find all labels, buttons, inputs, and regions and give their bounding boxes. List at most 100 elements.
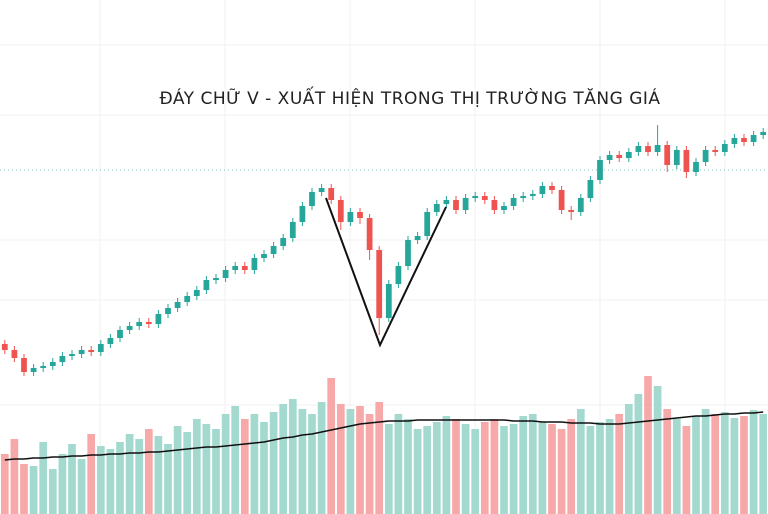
candle-body bbox=[606, 155, 613, 160]
candle-body bbox=[309, 192, 315, 206]
candle-body bbox=[59, 356, 66, 362]
volume-bar bbox=[461, 424, 470, 514]
volume-bar bbox=[48, 469, 57, 514]
candle-body bbox=[145, 322, 152, 324]
volume-bar bbox=[240, 419, 249, 514]
volume-bar bbox=[404, 419, 412, 514]
volume-bar bbox=[423, 426, 432, 514]
volume-bar bbox=[711, 414, 720, 514]
candle-body bbox=[203, 280, 210, 290]
volume-bar bbox=[202, 424, 211, 514]
candle-body bbox=[587, 180, 594, 198]
volume-bar bbox=[452, 419, 460, 514]
candle-body bbox=[702, 150, 709, 162]
candle-body bbox=[654, 145, 661, 152]
volume-bar bbox=[375, 402, 384, 514]
volume-bar bbox=[212, 429, 220, 514]
volume-bar bbox=[135, 439, 144, 514]
candle-body bbox=[597, 160, 603, 180]
volume-bar bbox=[701, 409, 710, 514]
candle-body bbox=[117, 330, 123, 338]
volume-bar bbox=[0, 454, 9, 514]
candle-body bbox=[635, 146, 642, 152]
candle-body bbox=[78, 350, 85, 354]
volume-bar bbox=[317, 402, 326, 514]
candle-body bbox=[501, 206, 507, 210]
volume-layer bbox=[0, 376, 768, 514]
volume-bar bbox=[106, 449, 115, 514]
candle-body bbox=[289, 222, 296, 238]
candle-body bbox=[21, 358, 27, 372]
volume-bar bbox=[116, 442, 124, 514]
volume-bar bbox=[480, 422, 489, 514]
candle-body bbox=[366, 218, 373, 250]
volume-bar bbox=[557, 429, 566, 514]
candle-body bbox=[625, 152, 632, 158]
volume-bar bbox=[356, 406, 364, 514]
volume-bar bbox=[231, 406, 240, 514]
candle-body bbox=[462, 198, 469, 210]
volume-bar bbox=[39, 442, 48, 514]
volume-bar bbox=[154, 436, 163, 514]
candle-body bbox=[453, 200, 459, 210]
volume-bar bbox=[490, 419, 499, 514]
volume-bar bbox=[759, 414, 768, 514]
candle-body bbox=[261, 254, 267, 258]
candle-body bbox=[1, 344, 8, 350]
candle-body bbox=[539, 186, 546, 194]
candle-body bbox=[136, 322, 143, 326]
candle-body bbox=[731, 138, 738, 144]
candle-body bbox=[40, 366, 47, 368]
candle-body bbox=[318, 188, 325, 192]
volume-bar bbox=[365, 414, 374, 514]
volume-bar bbox=[720, 412, 729, 514]
candle-body bbox=[232, 266, 239, 270]
volume-bar bbox=[221, 414, 230, 514]
candle-body bbox=[433, 204, 440, 212]
candle-body bbox=[213, 278, 219, 280]
volume-bar bbox=[164, 444, 172, 514]
volume-bar bbox=[87, 434, 96, 514]
volume-bar bbox=[500, 426, 508, 514]
volume-bar bbox=[125, 434, 134, 514]
candle-body bbox=[568, 210, 575, 212]
volume-bar bbox=[29, 466, 38, 514]
candle-body bbox=[49, 362, 56, 366]
volume-bar bbox=[538, 422, 547, 514]
candle-body bbox=[664, 145, 671, 165]
volume-bar bbox=[749, 410, 758, 514]
candle-body bbox=[760, 132, 767, 135]
volume-bar bbox=[394, 414, 403, 514]
candle-body bbox=[443, 200, 450, 204]
candle-body bbox=[184, 296, 191, 302]
candle-body bbox=[328, 188, 335, 200]
volume-bar bbox=[144, 429, 153, 514]
candle-body bbox=[155, 314, 162, 324]
candle-body bbox=[481, 196, 488, 200]
volume-bar bbox=[519, 416, 528, 514]
volume-bar bbox=[77, 459, 86, 514]
candle-body bbox=[750, 135, 757, 142]
volume-bar bbox=[634, 394, 643, 514]
volume-ma-line bbox=[4, 411, 764, 461]
volume-bar bbox=[288, 399, 297, 514]
candle-body bbox=[558, 190, 565, 210]
volume-bar bbox=[260, 422, 268, 514]
candle-body bbox=[683, 150, 690, 172]
candle-body bbox=[165, 308, 171, 314]
candle-body bbox=[616, 155, 623, 158]
volume-bar bbox=[308, 414, 316, 514]
volume-bar bbox=[576, 409, 585, 514]
candle-body bbox=[673, 150, 680, 165]
candle-body bbox=[193, 290, 200, 296]
volume-bar bbox=[605, 419, 614, 514]
volume-bar bbox=[644, 376, 652, 514]
volume-bar bbox=[183, 432, 192, 514]
candle-body bbox=[721, 144, 728, 152]
volume-bar bbox=[192, 419, 201, 514]
volume-bar bbox=[653, 386, 662, 514]
candle-body bbox=[280, 238, 287, 246]
candle-body bbox=[97, 344, 104, 352]
volume-bar bbox=[528, 414, 537, 514]
